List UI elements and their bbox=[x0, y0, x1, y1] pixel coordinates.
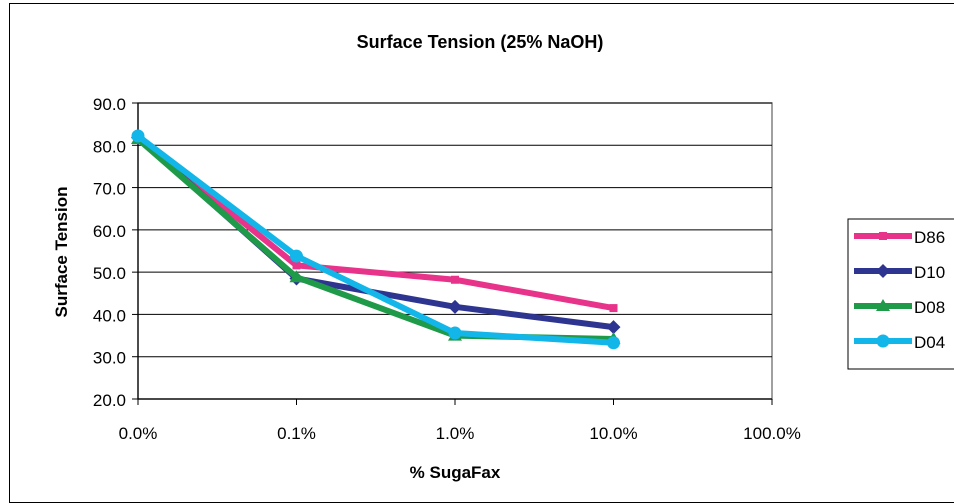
series-line-d08 bbox=[135, 135, 617, 342]
series-line-d04 bbox=[135, 132, 617, 346]
series-d08 bbox=[131, 131, 621, 344]
plot-area: 20.0 30.0 40.0 50.0 60.0 70.0 80.0 90.0 0.0% 0.1%… bbox=[93, 95, 801, 443]
y-tick-label: 40.0 bbox=[93, 306, 126, 325]
legend-label-d86: D86 bbox=[914, 228, 945, 247]
data-point-d08 bbox=[289, 270, 304, 283]
x-tick-label: 0.1% bbox=[277, 424, 316, 443]
x-tick-label: 100.0% bbox=[743, 424, 801, 443]
legend-marker-d08 bbox=[876, 299, 890, 311]
data-point-d86 bbox=[609, 304, 618, 313]
series-d04 bbox=[131, 129, 620, 350]
legend-marker-d86 bbox=[879, 232, 887, 240]
legend-marker-d10 bbox=[876, 264, 890, 278]
data-point-d10 bbox=[606, 320, 621, 335]
plot-area-border bbox=[137, 102, 773, 400]
y-tick-label: 60.0 bbox=[93, 222, 126, 241]
x-tick-label: 1.0% bbox=[436, 424, 475, 443]
y-tick-label: 90.0 bbox=[93, 95, 126, 114]
y-tick-label: 70.0 bbox=[93, 180, 126, 199]
series-line-d86 bbox=[135, 134, 617, 312]
legend-label-d04: D04 bbox=[914, 333, 945, 352]
y-tick-label: 80.0 bbox=[93, 137, 126, 156]
y-tick-label: 30.0 bbox=[93, 349, 126, 368]
data-point-d86 bbox=[292, 261, 301, 270]
x-tick-label: 10.0% bbox=[589, 424, 637, 443]
chart-title: Surface Tension (25% NaOH) bbox=[357, 32, 604, 52]
data-point-d04 bbox=[290, 249, 303, 263]
x-axis-title: % SugaFax bbox=[410, 463, 501, 482]
y-tick-label: 20.0 bbox=[93, 391, 126, 410]
legend: D86 D10 D08 D04 bbox=[847, 218, 954, 370]
data-point-d04 bbox=[131, 129, 145, 143]
x-tick-label: 0.0% bbox=[119, 424, 158, 443]
legend-label-d08: D08 bbox=[914, 298, 945, 317]
y-tick-label: 50.0 bbox=[93, 264, 126, 283]
legend-marker-d04 bbox=[876, 334, 890, 348]
data-point-d04 bbox=[607, 336, 620, 350]
y-axis-title: Surface Tension bbox=[52, 187, 71, 318]
data-point-d86 bbox=[451, 275, 459, 284]
data-point-d10 bbox=[448, 299, 462, 314]
series-d86 bbox=[134, 133, 618, 313]
legend-label-d10: D10 bbox=[914, 263, 945, 282]
data-point-d04 bbox=[448, 326, 462, 340]
series-line-d10 bbox=[135, 134, 617, 331]
